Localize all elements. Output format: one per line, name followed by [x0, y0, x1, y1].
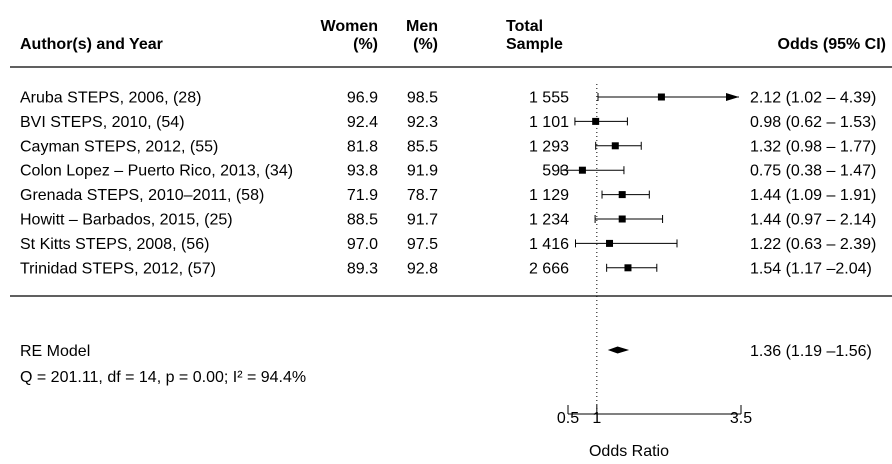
summary-stats: Q = 201.11, df = 14, p = 0.00; I² = 94.4… — [20, 369, 306, 386]
total-sample: 1 129 — [529, 187, 569, 204]
men-pct: 97.5 — [407, 236, 438, 253]
x-tick-label: 3.5 — [730, 410, 752, 427]
women-pct: 92.4 — [347, 114, 378, 131]
point-estimate — [618, 215, 626, 223]
odds-ci-label: 2.12 (1.02 – 4.39) — [750, 90, 876, 107]
total-sample: 1 234 — [529, 212, 569, 229]
study-row: Cayman STEPS, 2012, (55) 81.8 85.5 1 293 1.3… — [20, 138, 876, 155]
header-total-line2: Sample — [506, 36, 563, 53]
study-row: Howitt – Barbados, 2015, (25) 88.5 91.7 1 2… — [20, 212, 876, 229]
study-name: Cayman STEPS, 2012, (55) — [20, 138, 218, 155]
study-row: Colon Lopez – Puerto Rico, 2013, (34) 93.… — [20, 163, 876, 180]
header-women-line1: Women — [321, 18, 378, 35]
study-name: Grenada STEPS, 2010–2011, (58) — [20, 187, 264, 204]
women-pct: 97.0 — [347, 236, 378, 253]
odds-ci-label: 1.54 (1.17 –2.04) — [750, 260, 872, 277]
women-pct: 88.5 — [347, 212, 378, 229]
x-tick-label: 1 — [592, 410, 601, 427]
header-study: Author(s) and Year — [20, 36, 163, 53]
study-name: Aruba STEPS, 2006, (28) — [20, 90, 201, 107]
header-odds: Odds (95% CI) — [778, 36, 886, 53]
study-name: Howitt – Barbados, 2015, (25) — [20, 212, 233, 229]
men-pct: 91.9 — [407, 163, 438, 180]
x-axis-label: Odds Ratio — [589, 443, 669, 460]
point-estimate — [657, 93, 665, 101]
study-name: Trinidad STEPS, 2012, (57) — [20, 260, 216, 277]
point-estimate — [606, 239, 614, 247]
men-pct: 85.5 — [407, 138, 438, 155]
total-sample: 593 — [542, 163, 569, 180]
odds-ci-label: 1.22 (0.63 – 2.39) — [750, 236, 876, 253]
header-women-line2: (%) — [353, 36, 378, 53]
study-row: Aruba STEPS, 2006, (28) 96.9 98.5 1 555 2.12… — [20, 90, 876, 107]
total-sample: 1 101 — [529, 114, 569, 131]
summary-label: RE Model — [20, 343, 90, 360]
women-pct: 81.8 — [347, 138, 378, 155]
men-pct: 92.8 — [407, 260, 438, 277]
men-pct: 98.5 — [407, 90, 438, 107]
point-estimate — [592, 117, 600, 125]
odds-ci-label: 1.44 (1.09 – 1.91) — [750, 187, 876, 204]
total-sample: 2 666 — [529, 260, 569, 277]
total-sample: 1 555 — [529, 90, 569, 107]
x-tick-label: 0.5 — [557, 410, 579, 427]
women-pct: 93.8 — [347, 163, 378, 180]
men-pct: 92.3 — [407, 114, 438, 131]
study-row: BVI STEPS, 2010, (54) 92.4 92.3 1 101 0.98 (… — [20, 114, 876, 131]
odds-ci-label: 1.32 (0.98 – 1.77) — [750, 138, 876, 155]
header-men-line1: Men — [406, 18, 438, 35]
women-pct: 71.9 — [347, 187, 378, 204]
study-rows: Aruba STEPS, 2006, (28) 96.9 98.5 1 555 2.12… — [20, 90, 876, 278]
women-pct: 89.3 — [347, 260, 378, 277]
study-name: BVI STEPS, 2010, (54) — [20, 114, 185, 131]
point-estimate — [578, 166, 586, 174]
men-pct: 91.7 — [407, 212, 438, 229]
point-estimate — [624, 264, 632, 272]
total-sample: 1 416 — [529, 236, 569, 253]
men-pct: 78.7 — [407, 187, 438, 204]
odds-ci-label: 0.75 (0.38 – 1.47) — [750, 163, 876, 180]
point-estimate — [611, 142, 619, 150]
header-men-line2: (%) — [413, 36, 438, 53]
total-sample: 1 293 — [529, 138, 569, 155]
point-estimate — [618, 191, 626, 199]
study-name: Colon Lopez – Puerto Rico, 2013, (34) — [20, 163, 293, 180]
summary-diamond — [607, 346, 630, 354]
women-pct: 96.9 — [347, 90, 378, 107]
x-axis: 0.5 1 3.5 — [557, 405, 752, 427]
summary-ci-label: 1.36 (1.19 –1.56) — [750, 343, 872, 360]
ci-arrow-right — [726, 93, 739, 101]
study-row: Grenada STEPS, 2010–2011, (58) 71.9 78.7 1 … — [20, 187, 876, 204]
odds-ci-label: 0.98 (0.62 – 1.53) — [750, 114, 876, 131]
header-total-line1: Total — [506, 18, 543, 35]
study-row: Trinidad STEPS, 2012, (57) 89.3 92.8 2 666 1… — [20, 260, 872, 277]
study-name: St Kitts STEPS, 2008, (56) — [20, 236, 209, 253]
odds-ci-label: 1.44 (0.97 – 2.14) — [750, 212, 876, 229]
study-row: St Kitts STEPS, 2008, (56) 97.0 97.5 1 416 1… — [20, 236, 876, 253]
